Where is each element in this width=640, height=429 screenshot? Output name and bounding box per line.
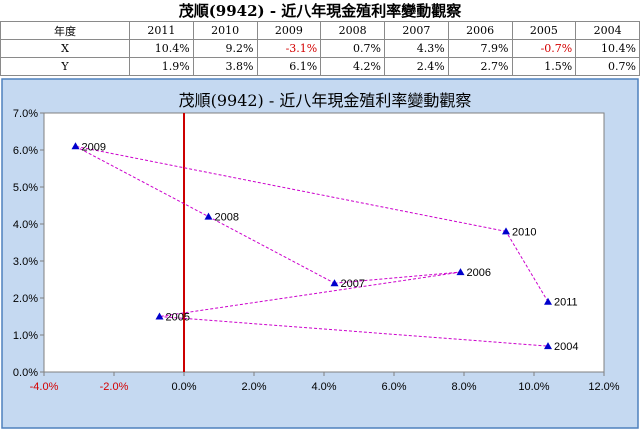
page-title: 茂順(9942) - 近八年現金殖利率變動觀察 xyxy=(178,2,462,20)
column-header: 2011 xyxy=(129,21,194,40)
column-header: 2004 xyxy=(575,21,640,40)
series-segment xyxy=(75,145,209,218)
data-point-marker xyxy=(544,342,552,350)
chart-panel: 茂順(9942) - 近八年現金殖利率變動觀察 0.0% 1.0% 2.0% 3.0%… xyxy=(0,78,640,429)
y-tick-label: 4.0% xyxy=(13,219,38,231)
x-tick-label: 4.0% xyxy=(311,381,336,393)
data-point-label: 2009 xyxy=(82,141,106,153)
scatter-chart: 茂順(9942) - 近八年現金殖利率變動觀察 0.0% 1.0% 2.0% 3.0%… xyxy=(1,78,639,429)
column-header: 2009 xyxy=(256,21,322,40)
table-cell: -0.7% xyxy=(511,39,577,58)
column-header: 2008 xyxy=(320,21,385,40)
plot-area xyxy=(43,112,605,373)
data-point-label: 2010 xyxy=(512,226,536,238)
table-cell: 1.5% xyxy=(511,57,577,76)
x-tick-label: 6.0% xyxy=(381,381,406,393)
table-cell: 9.2% xyxy=(192,39,258,58)
x-tick-label: -4.0% xyxy=(30,381,59,393)
table-row-y: Y 1.9% 3.8% 6.1% 4.2% 2.4% 2.7% 1.5% 0.7… xyxy=(0,57,640,76)
x-tick-label: 10.0% xyxy=(518,381,549,393)
table-cell: 10.4% xyxy=(575,39,640,58)
table-cell: 1.9% xyxy=(129,57,194,76)
x-tick-label: -2.0% xyxy=(100,381,129,393)
data-point-label: 2011 xyxy=(554,297,578,309)
table-cell: -3.1% xyxy=(256,39,322,58)
table-cell: 0.7% xyxy=(575,57,640,76)
data-point-marker xyxy=(544,297,552,305)
table-cell: 10.4% xyxy=(129,39,194,58)
table-cell: 3.8% xyxy=(192,57,258,76)
data-point-marker xyxy=(456,268,465,276)
series-path xyxy=(75,145,549,347)
table-cell: 2.4% xyxy=(384,57,449,76)
data-point-label: 2006 xyxy=(467,267,491,279)
series-segment xyxy=(334,271,461,284)
series-segment xyxy=(159,271,461,317)
table-cell: 6.1% xyxy=(256,57,322,76)
data-point-label: 2004 xyxy=(554,341,578,353)
x-tick-label: 12.0% xyxy=(588,381,619,393)
column-header: 2010 xyxy=(192,21,258,40)
series-segment xyxy=(75,145,507,232)
x-tick-label: 8.0% xyxy=(451,381,476,393)
row-label: X xyxy=(0,39,130,58)
column-header: 2007 xyxy=(384,21,449,40)
data-point-marker xyxy=(155,312,164,320)
y-tick-label: 1.0% xyxy=(13,330,38,342)
x-tick-label: 2.0% xyxy=(241,381,266,393)
y-tick-label: 6.0% xyxy=(13,145,38,157)
table-cell: 7.9% xyxy=(447,39,513,58)
y-tick-label: 3.0% xyxy=(13,256,38,268)
y-tick-label: 2.0% xyxy=(13,293,38,305)
x-tick-label: 0.0% xyxy=(171,381,196,393)
table-header-row: 年度 2011 2010 2009 2008 2007 2006 2005 20… xyxy=(0,21,640,40)
data-point-marker xyxy=(204,212,213,220)
column-header: 2005 xyxy=(511,21,577,40)
series-segment xyxy=(208,216,335,284)
data-point-marker xyxy=(330,279,339,287)
table-cell: 4.3% xyxy=(384,39,449,58)
data-points: 2011 2010 2009 2008 2007 2006 2005 2004 xyxy=(71,141,578,353)
x-axis-ticks: -4.0% -2.0% 0.0% 2.0% 4.0% 6.0% 8.0% 10.0% 12.0% xyxy=(30,372,620,393)
data-point-marker xyxy=(71,142,80,150)
table-corner-label: 年度 xyxy=(0,21,130,40)
data-table: 年度 2011 2010 2009 2008 2007 2006 2005 20… xyxy=(0,21,640,76)
chart-title: 茂順(9942) - 近八年現金殖利率變動觀察 xyxy=(179,91,472,110)
row-label: Y xyxy=(0,57,130,76)
y-tick-label: 5.0% xyxy=(13,182,38,194)
data-point-label: 2007 xyxy=(341,278,365,290)
table-cell: 2.7% xyxy=(447,57,513,76)
column-header: 2006 xyxy=(447,21,513,40)
table-cell: 4.2% xyxy=(320,57,385,76)
table-row-x: X 10.4% 9.2% -3.1% 0.7% 4.3% 7.9% -0.7% … xyxy=(0,39,640,58)
y-tick-label: 0.0% xyxy=(13,367,38,379)
data-point-label: 2008 xyxy=(215,212,239,224)
data-point-label: 2005 xyxy=(166,312,190,324)
series-segment xyxy=(505,231,549,302)
data-point-marker xyxy=(502,227,510,235)
y-tick-label: 7.0% xyxy=(13,108,38,120)
y-axis-ticks: 0.0% 1.0% 2.0% 3.0% 4.0% 5.0% 6.0% 7.0% xyxy=(13,108,44,379)
table-cell: 0.7% xyxy=(320,39,385,58)
